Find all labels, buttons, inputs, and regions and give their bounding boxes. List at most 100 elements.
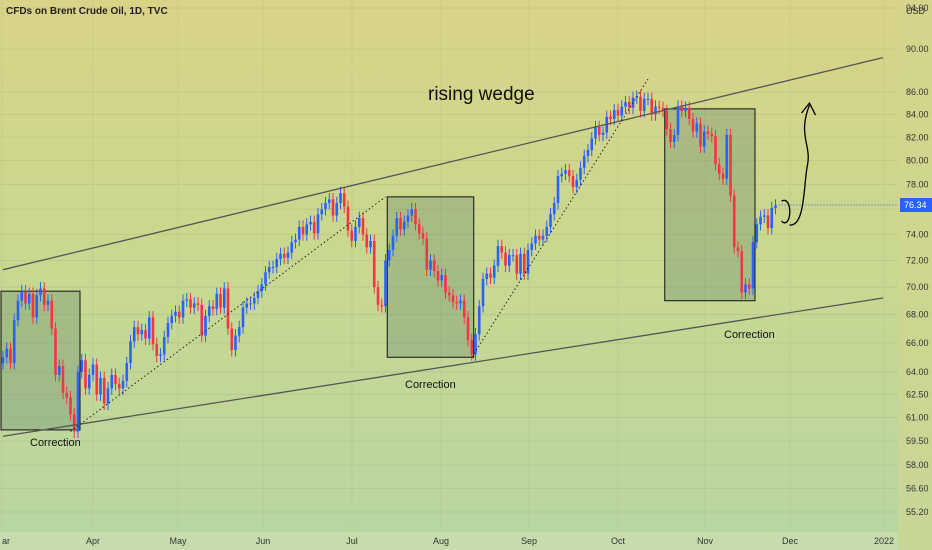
candle-down[interactable] [597,126,601,136]
candle-down[interactable] [447,292,451,296]
candle-up[interactable] [601,132,605,136]
candle-down[interactable] [417,224,421,234]
candle-down[interactable] [54,328,57,375]
candle-up[interactable] [402,221,406,230]
candle-up[interactable] [35,295,39,318]
candle-up[interactable] [684,107,687,112]
candle-down[interactable] [567,170,571,177]
candle-up[interactable] [125,363,129,381]
candle-down[interactable] [136,327,140,335]
candle-up[interactable] [556,176,560,204]
time-axis[interactable]: ar Apr May Jun Jul Aug Sep Oct Nov Dec 2022 [0,532,898,550]
candle-up[interactable] [429,260,432,270]
candle-down[interactable] [155,344,159,356]
candle-up[interactable] [46,300,50,305]
candle-up[interactable] [16,300,20,321]
candle-down[interactable] [444,275,447,293]
candle-up[interactable] [354,226,357,241]
candle-down[interactable] [342,193,346,207]
candle-up[interactable] [335,203,339,216]
candle-down[interactable] [230,328,234,351]
candle-up[interactable] [294,239,297,243]
candle-down[interactable] [489,273,492,278]
candle-down[interactable] [455,302,459,304]
candle-down[interactable] [414,209,417,225]
candle-up[interactable] [612,109,616,120]
candle-down[interactable] [571,176,575,188]
candle-down[interactable] [609,116,612,120]
price-axis[interactable]: 55.20 56.60 58.00 59.50 61.00 62.50 64.00 66.00… [898,0,932,550]
candle-up[interactable] [339,193,342,204]
candle-down[interactable] [189,299,192,308]
candle-up[interactable] [774,205,777,209]
candle-down[interactable] [219,293,222,308]
candle-up[interactable] [121,380,125,389]
candle-up[interactable] [260,284,264,292]
candle-up[interactable] [204,315,207,336]
candle-down[interactable] [31,293,35,318]
candle-down[interactable] [717,164,721,174]
candle-down[interactable] [69,397,72,415]
candle-down[interactable] [639,96,642,112]
candle-down[interactable] [669,129,672,142]
candle-up[interactable] [159,354,162,356]
candle-up[interactable] [327,199,331,204]
candle-up[interactable] [477,306,481,335]
candle-down[interactable] [211,306,215,310]
candle-up[interactable] [1,357,5,364]
candle-up[interactable] [459,300,462,304]
candle-down[interactable] [196,303,200,305]
candle-up[interactable] [384,260,387,307]
candle-up[interactable] [541,235,545,240]
candle-up[interactable] [474,334,477,355]
candle-up[interactable] [271,267,275,269]
candle-up[interactable] [586,150,590,156]
candle-up[interactable] [511,255,515,257]
candle-up[interactable] [185,299,189,301]
candle-up[interactable] [624,102,627,107]
candle-down[interactable] [9,348,12,364]
candle-up[interactable] [406,215,410,222]
candle-down[interactable] [61,366,65,393]
candle-up[interactable] [245,303,249,308]
candle-up[interactable] [391,235,395,250]
candle-down[interactable] [736,247,740,252]
candle-down[interactable] [144,329,147,339]
candle-up[interactable] [534,235,537,244]
candle-up[interactable] [492,265,496,278]
candle-up[interactable] [751,242,755,289]
candle-down[interactable] [399,218,402,230]
candle-down[interactable] [380,304,384,307]
candle-up[interactable] [252,297,256,304]
candle-up[interactable] [582,155,586,168]
candle-up[interactable] [27,293,31,304]
candle-up[interactable] [594,126,597,139]
candle-up[interactable] [369,240,372,248]
candle-up[interactable] [725,135,729,179]
candle-down[interactable] [114,374,117,384]
candle-up[interactable] [192,303,196,308]
candle-up[interactable] [642,98,646,112]
candle-up[interactable] [249,303,252,305]
candle-up[interactable] [744,284,747,293]
candle-down[interactable] [687,107,691,120]
candle-up[interactable] [440,275,444,281]
candle-up[interactable] [552,203,556,215]
candle-down[interactable] [226,288,230,329]
candle-up[interactable] [485,273,489,280]
candle-up[interactable] [590,138,594,151]
candle-up[interactable] [290,242,294,253]
candle-up[interactable] [309,221,312,225]
candle-down[interactable] [346,206,350,231]
candle-up[interactable] [672,135,676,142]
candle-down[interactable] [706,131,710,134]
candle-up[interactable] [286,252,290,258]
candle-down[interactable] [721,173,725,179]
candle-down[interactable] [102,377,106,404]
candle-down[interactable] [732,195,736,248]
candle-down[interactable] [425,238,429,270]
candle-down[interactable] [627,102,631,108]
candle-up[interactable] [759,216,762,225]
candle-up[interactable] [87,374,91,389]
candle-up[interactable] [57,366,61,375]
